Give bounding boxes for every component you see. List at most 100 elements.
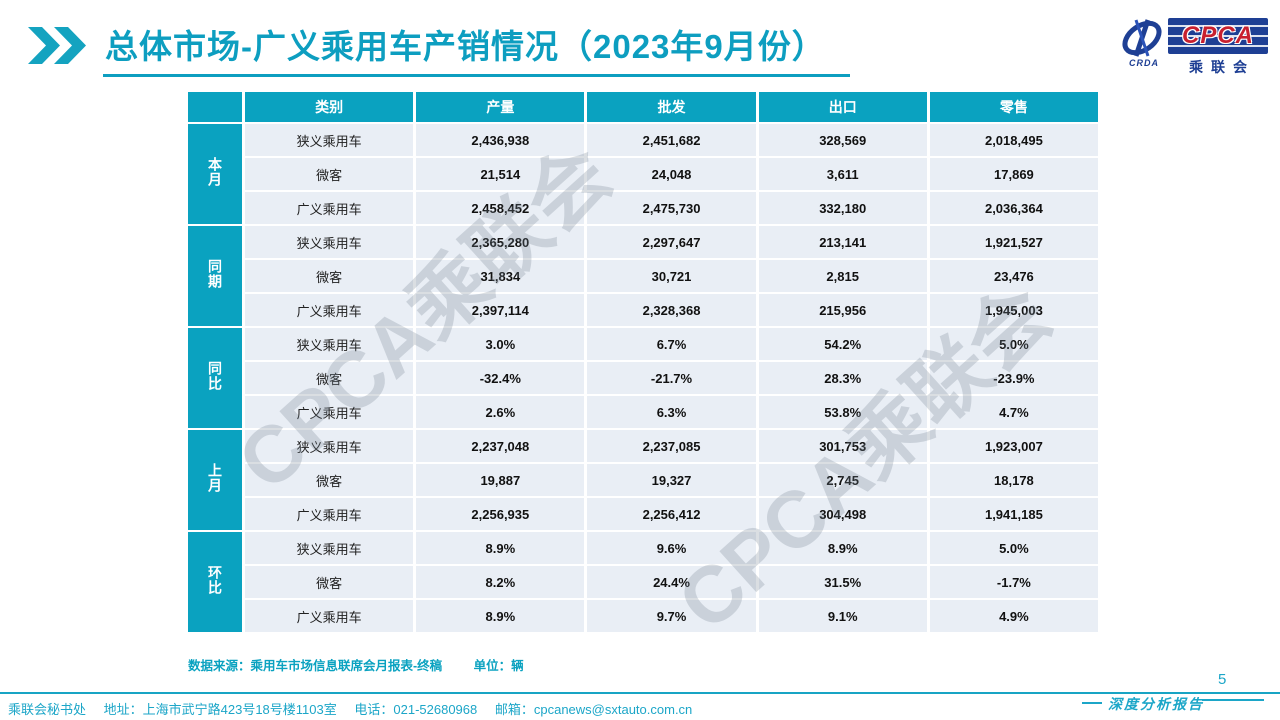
footer-divider — [0, 692, 1280, 694]
table-row: 广义乘用车 2,256,935 2,256,412 304,498 1,941,185 — [188, 498, 1098, 530]
value-cell: 2,475,730 — [587, 192, 756, 224]
column-header: 类别 — [245, 92, 414, 122]
category-cell: 狭义乘用车 — [245, 124, 414, 156]
column-header: 零售 — [929, 92, 1098, 122]
value-cell: 5.0% — [929, 328, 1098, 360]
value-cell: 8.2% — [416, 566, 585, 598]
report-label-right-dash — [1202, 699, 1264, 701]
table-row: 微客 31,834 30,721 2,815 23,476 — [188, 260, 1098, 292]
category-cell: 广义乘用车 — [245, 294, 414, 326]
column-header: 产量 — [416, 92, 585, 122]
table-row: 广义乘用车 2,458,452 2,475,730 332,180 2,036,364 — [188, 192, 1098, 224]
table-row: 本月 狭义乘用车 2,436,938 2,451,682 328,569 2,018,49… — [188, 124, 1098, 224]
value-cell: 6.3% — [587, 396, 756, 428]
value-cell: 8.9% — [416, 532, 585, 564]
value-cell: 9.1% — [758, 600, 927, 632]
report-label: 深度分析报告 — [1108, 698, 1204, 713]
value-cell: 8.9% — [416, 600, 585, 632]
category-cell: 广义乘用车 — [245, 498, 414, 530]
table-row: 广义乘用车 8.9% 9.7% 9.1% 4.9% — [188, 600, 1098, 632]
page-title: 总体市场-广义乘用车产销情况（2023年9月份） — [103, 20, 850, 77]
value-cell: 23,476 — [929, 260, 1098, 292]
category-cell: 微客 — [245, 566, 414, 598]
value-cell: 2,436,938 — [416, 124, 585, 156]
crda-text: CRDA — [1129, 58, 1159, 68]
category-cell: 广义乘用车 — [245, 192, 414, 224]
cpca-text: CPCA — [1181, 22, 1254, 49]
value-cell: 5.0% — [929, 532, 1098, 564]
value-cell: 19,887 — [416, 464, 585, 496]
category-cell: 狭义乘用车 — [245, 328, 414, 360]
footer-email[interactable]: 邮箱：cpcanews@sxtauto.com.cn — [494, 702, 693, 717]
value-cell: 2,297,647 — [587, 226, 756, 258]
data-source-text: 数据来源：乘用车市场信息联席会月报表-终稿 — [188, 659, 443, 673]
row-group-label: 上月 — [188, 430, 243, 530]
value-cell: 9.6% — [587, 532, 756, 564]
value-cell: 2,365,280 — [416, 226, 585, 258]
value-cell: 213,141 — [758, 226, 927, 258]
value-cell: 31.5% — [758, 566, 927, 598]
table-body: 本月 狭义乘用车 2,436,938 2,451,682 328,569 2,018,49… — [188, 124, 1098, 632]
cpca-logo: CRDA CPCA 乘联会 — [1120, 16, 1270, 75]
value-cell: 2,451,682 — [587, 124, 756, 156]
value-cell: 54.2% — [758, 328, 927, 360]
value-cell: 301,753 — [758, 430, 927, 462]
row-group-label: 环比 — [188, 532, 243, 632]
value-cell: 215,956 — [758, 294, 927, 326]
cpca-chinese-name: 乘联会 — [1189, 59, 1255, 75]
value-cell: -21.7% — [587, 362, 756, 394]
value-cell: 2,018,495 — [929, 124, 1098, 156]
value-cell: 2,328,368 — [587, 294, 756, 326]
table-row: 微客 8.2% 24.4% 31.5% -1.7% — [188, 566, 1098, 598]
value-cell: 4.7% — [929, 396, 1098, 428]
source-note: 数据来源：乘用车市场信息联席会月报表-终稿 单位：辆 — [188, 655, 524, 674]
double-chevron-icon — [28, 27, 86, 64]
value-cell: 1,945,003 — [929, 294, 1098, 326]
row-group-label: 本月 — [188, 124, 243, 224]
column-header: 批发 — [587, 92, 756, 122]
category-cell: 广义乘用车 — [245, 396, 414, 428]
value-cell: 2,256,412 — [587, 498, 756, 530]
cpca-swirl-icon — [1122, 19, 1162, 57]
row-group-label: 同比 — [188, 328, 243, 428]
value-cell: 3,611 — [758, 158, 927, 190]
value-cell: -23.9% — [929, 362, 1098, 394]
column-header: 出口 — [758, 92, 927, 122]
category-cell: 狭义乘用车 — [245, 226, 414, 258]
value-cell: 2,745 — [758, 464, 927, 496]
report-label-left-dash — [1082, 702, 1102, 704]
category-cell: 微客 — [245, 464, 414, 496]
value-cell: 31,834 — [416, 260, 585, 292]
value-cell: 19,327 — [587, 464, 756, 496]
category-cell: 微客 — [245, 158, 414, 190]
category-cell: 微客 — [245, 260, 414, 292]
table-row: 广义乘用车 2,397,114 2,328,368 215,956 1,945,003 — [188, 294, 1098, 326]
value-cell: -1.7% — [929, 566, 1098, 598]
table-row: 环比 狭义乘用车 8.9% 9.6% 8.9% 5.0% — [188, 532, 1098, 632]
value-cell: 2,237,048 — [416, 430, 585, 462]
category-cell: 微客 — [245, 362, 414, 394]
value-cell: 304,498 — [758, 498, 927, 530]
value-cell: 30,721 — [587, 260, 756, 292]
value-cell: 28.3% — [758, 362, 927, 394]
value-cell: 1,921,527 — [929, 226, 1098, 258]
value-cell: 1,941,185 — [929, 498, 1098, 530]
footer-org: 乘联会秘书处 — [8, 702, 87, 717]
value-cell: 2.6% — [416, 396, 585, 428]
category-cell: 狭义乘用车 — [245, 532, 414, 564]
value-cell: 328,569 — [758, 124, 927, 156]
table-head: 类别 产量 批发 出口 零售 — [188, 92, 1098, 122]
table-row: 上月 狭义乘用车 2,237,048 2,237,085 301,753 1,923,00… — [188, 430, 1098, 530]
footer-contact-line: 乘联会秘书处 地址：上海市武宁路423号18号楼1103室 电话：021-526… — [8, 699, 706, 718]
category-cell: 广义乘用车 — [245, 600, 414, 632]
value-cell: 24.4% — [587, 566, 756, 598]
footer-phone: 电话：021-52680968 — [354, 702, 478, 717]
value-cell: 21,514 — [416, 158, 585, 190]
header-row: 类别 产量 批发 出口 零售 — [188, 92, 1098, 122]
value-cell: 6.7% — [587, 328, 756, 360]
table-row: 广义乘用车 2.6% 6.3% 53.8% 4.7% — [188, 396, 1098, 428]
cpca-logo-box: CPCA — [1168, 18, 1268, 54]
table-row: 微客 -32.4% -21.7% 28.3% -23.9% — [188, 362, 1098, 394]
row-group-label: 同期 — [188, 226, 243, 326]
